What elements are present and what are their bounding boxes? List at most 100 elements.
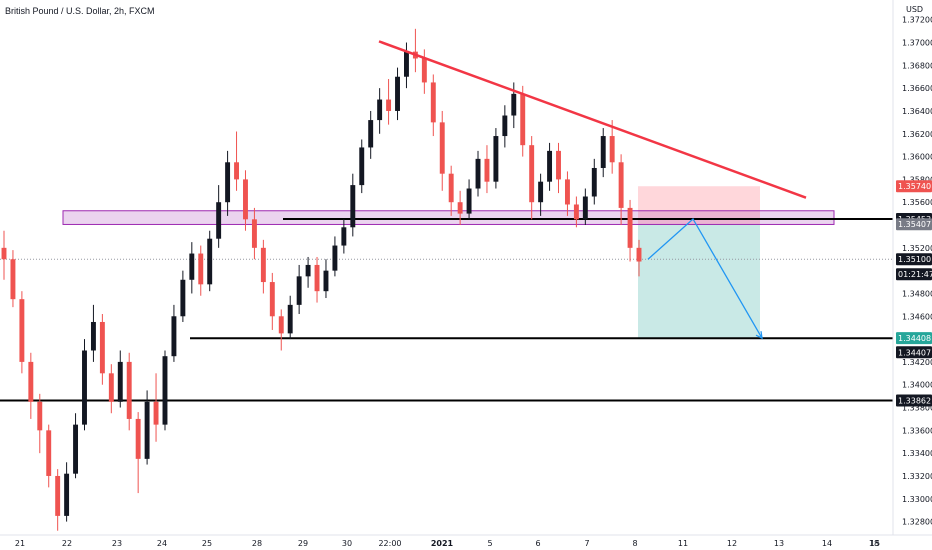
candle-body: [520, 93, 526, 146]
candle-body: [46, 430, 52, 476]
price-badge: [896, 180, 932, 193]
candle-body: [144, 401, 150, 459]
price-badge-label: 01:21:47: [898, 270, 932, 279]
price-tick-label: 1.35800: [902, 175, 932, 184]
candle-body: [618, 162, 624, 208]
descending-trendline: [378, 40, 807, 199]
candle-body: [180, 279, 186, 317]
price-tick-label: 1.34600: [902, 312, 932, 321]
candle-body: [10, 259, 16, 300]
candle-body: [55, 475, 61, 516]
candle-body: [502, 115, 508, 137]
candle-body: [189, 253, 195, 280]
projection-path: [647, 217, 763, 339]
price-tick-label: 1.32800: [902, 518, 932, 527]
price-badge-label: 1.34408: [898, 334, 931, 343]
time-tick-label: 12: [727, 539, 737, 548]
time-tick-label: 30: [342, 539, 352, 548]
price-badge-label: 1.35740: [898, 182, 931, 191]
time-tick-label: 18: [869, 539, 879, 548]
candle-body: [260, 247, 266, 283]
candle-body: [350, 185, 356, 228]
candle-body: [359, 147, 365, 186]
candle-body: [296, 276, 302, 305]
candle-body: [37, 401, 43, 431]
price-badge: [896, 253, 932, 266]
time-tick-label: 2021: [431, 539, 454, 548]
time-tick-label: 28: [252, 539, 262, 548]
candle-body: [538, 181, 544, 203]
candle-body: [395, 76, 400, 111]
price-badge: [896, 268, 932, 281]
price-tick-label: 1.36400: [902, 107, 932, 116]
candle-body: [287, 304, 293, 334]
candle-body: [198, 253, 204, 285]
time-tick-label: 14: [822, 539, 832, 548]
candle-body: [234, 162, 239, 180]
price-tick-label: 1.35600: [902, 198, 932, 207]
time-tick-label: 11: [678, 539, 688, 548]
candle-body: [19, 299, 25, 362]
candle-body: [225, 162, 231, 203]
time-tick-label: 21: [15, 539, 25, 548]
candle-body: [547, 150, 553, 182]
price-tick-label: 1.36600: [902, 84, 932, 93]
candle-body: [207, 238, 213, 285]
time-tick-label: 22:00: [378, 539, 401, 548]
time-tick-label: 22: [62, 539, 72, 548]
position-target-zone: [638, 224, 760, 339]
price-tick-label: 1.33600: [902, 426, 932, 435]
candle-body: [493, 136, 499, 182]
price-tick-label: 1.35200: [902, 244, 932, 253]
candle-body: [573, 204, 579, 220]
price-tick-label: 1.36200: [902, 130, 932, 139]
time-tick-label: 29: [298, 539, 308, 548]
candle-body: [108, 373, 114, 402]
price-tick-label: 1.37200: [902, 16, 932, 25]
currency-label: USD: [906, 5, 923, 14]
candle-body: [269, 282, 275, 317]
price-badges: 1.357401.354531.354071.3510001:21:471.34…: [896, 180, 932, 407]
candle-body: [475, 158, 481, 189]
candle-body: [556, 150, 561, 180]
candle-body: [448, 173, 454, 203]
price-tick-label: 1.33000: [902, 495, 932, 504]
price-tick-label: 1.33400: [902, 449, 932, 458]
time-tick-label: 7: [584, 539, 589, 548]
position-stop-zone: [638, 186, 760, 225]
price-badge-label: 1.35100: [898, 255, 931, 264]
candle-body: [386, 99, 392, 111]
candle-body: [600, 136, 606, 168]
price-badge: [896, 346, 932, 359]
price-badge: [896, 394, 932, 407]
candle-body: [251, 219, 257, 248]
time-tick-label: 25: [202, 539, 212, 548]
candle-body: [243, 179, 248, 220]
candle-body: [28, 361, 34, 402]
price-badge: [896, 218, 932, 231]
time-tick-label: 5: [487, 539, 492, 548]
time-tick-label: 23: [112, 539, 122, 548]
candle-body: [404, 51, 409, 77]
price-badge-label: 1.35407: [898, 220, 931, 229]
price-tick-label: 1.33800: [902, 404, 932, 413]
candle-body: [305, 264, 311, 277]
price-tick-label: 1.36000: [902, 153, 932, 162]
candle-body: [529, 145, 535, 203]
candle-body: [457, 202, 463, 214]
price-badge: [896, 332, 932, 345]
candle-body: [73, 424, 79, 474]
price-tick-label: 1.34800: [902, 289, 932, 298]
candle-body: [82, 350, 87, 425]
candle-body: [564, 179, 570, 205]
price-badge-label: 1.34407: [898, 348, 931, 357]
price-tick-label: 1.37000: [902, 39, 932, 48]
chart-title: British Pound / U.S. Dollar, 2h, FXCM: [5, 6, 155, 16]
candle-body: [341, 227, 347, 246]
candle-body: [368, 120, 374, 148]
time-tick-label: 15: [870, 539, 880, 548]
time-tick-label: 13: [774, 539, 784, 548]
price-tick-label: 1.34200: [902, 358, 932, 367]
